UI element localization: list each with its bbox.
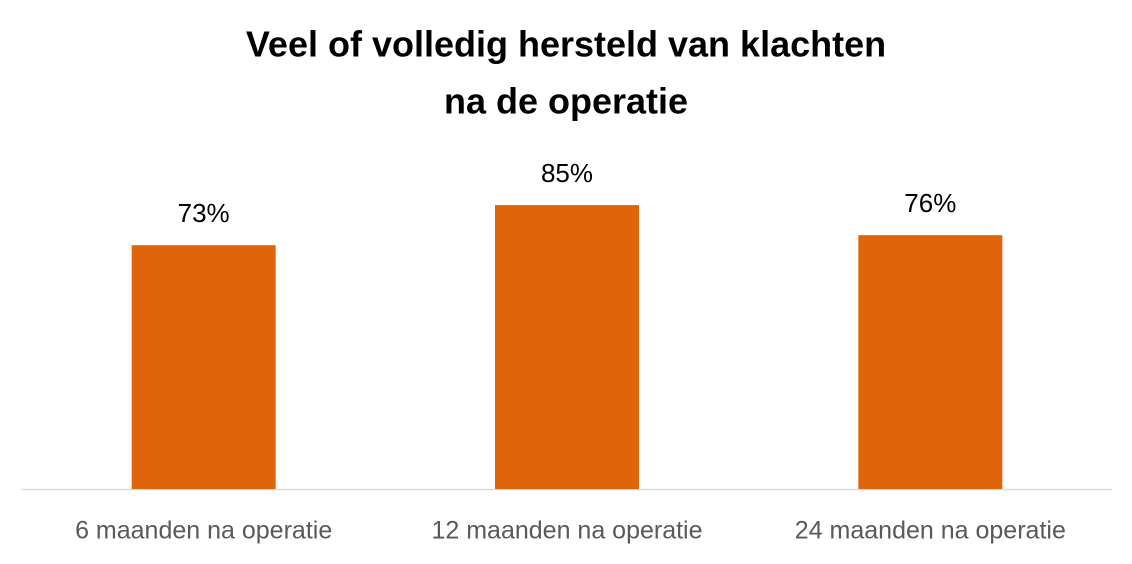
x-tick-label: 6 maanden na operatie <box>75 517 332 545</box>
x-tick-label: 24 maanden na operatie <box>795 517 1066 545</box>
bar <box>495 205 639 489</box>
chart-title: na de operatie <box>444 81 688 122</box>
value-label: 76% <box>904 188 956 218</box>
bar <box>858 235 1003 489</box>
value-label: 85% <box>541 158 593 188</box>
x-tick-label: 12 maanden na operatie <box>431 517 702 545</box>
bar <box>131 245 276 489</box>
value-label: 73% <box>178 198 230 228</box>
chart-title: Veel of volledig hersteld van klachten <box>246 24 886 65</box>
